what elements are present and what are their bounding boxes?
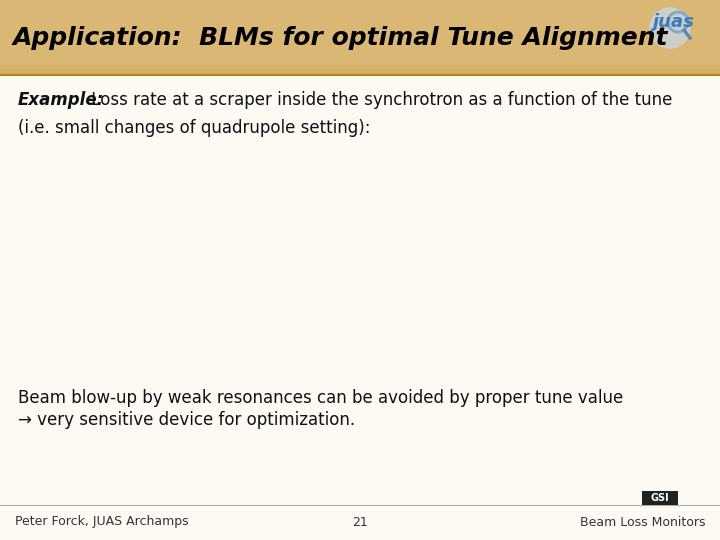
- Text: GSI: GSI: [651, 493, 670, 503]
- Bar: [0, 75, 720, 505]
- Circle shape: [650, 8, 690, 48]
- Text: Application:  BLMs for optimal Tune Alignment: Application: BLMs for optimal Tune Align…: [12, 26, 667, 50]
- Text: (i.e. small changes of quadrupole setting):: (i.e. small changes of quadrupole settin…: [18, 119, 371, 137]
- Bar: [642, 491, 678, 505]
- Text: Example:: Example:: [18, 91, 104, 109]
- Text: → very sensitive device for optimization.: → very sensitive device for optimization…: [18, 411, 355, 429]
- Text: Beam Loss Monitors: Beam Loss Monitors: [580, 516, 705, 529]
- Text: juas: juas: [652, 13, 694, 31]
- Bar: [0, 0, 720, 65]
- Text: Peter Forck, JUAS Archamps: Peter Forck, JUAS Archamps: [15, 516, 189, 529]
- Text: Loss rate at a scraper inside the synchrotron as a function of the tune: Loss rate at a scraper inside the synchr…: [86, 91, 672, 109]
- Text: Beam blow-up by weak resonances can be avoided by proper tune value: Beam blow-up by weak resonances can be a…: [18, 389, 624, 407]
- Text: 21: 21: [352, 516, 368, 529]
- Bar: [0, 0, 720, 75]
